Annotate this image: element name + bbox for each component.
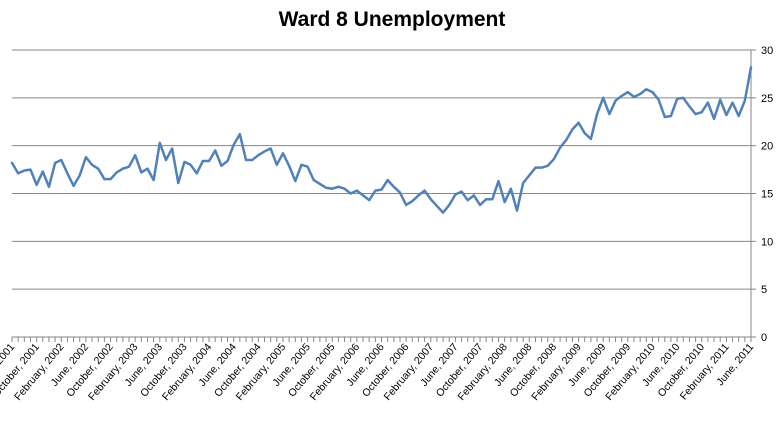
- y-tick-label: 25: [761, 93, 773, 105]
- y-tick-label: 10: [761, 236, 773, 248]
- y-tick-label: 15: [761, 189, 773, 201]
- gridlines: [12, 49, 756, 338]
- y-tick-label: 0: [761, 332, 767, 344]
- chart-title: Ward 8 Unemployment: [278, 8, 506, 31]
- y-tick-label: 30: [761, 45, 773, 57]
- y-tick-label: 5: [761, 284, 767, 296]
- y-tick-label: 20: [761, 141, 773, 153]
- series-line: [10, 65, 753, 214]
- axes: [11, 50, 752, 342]
- series: [10, 65, 753, 214]
- y-tick-labels: 0 5 10 15 20 25 30: [761, 45, 773, 344]
